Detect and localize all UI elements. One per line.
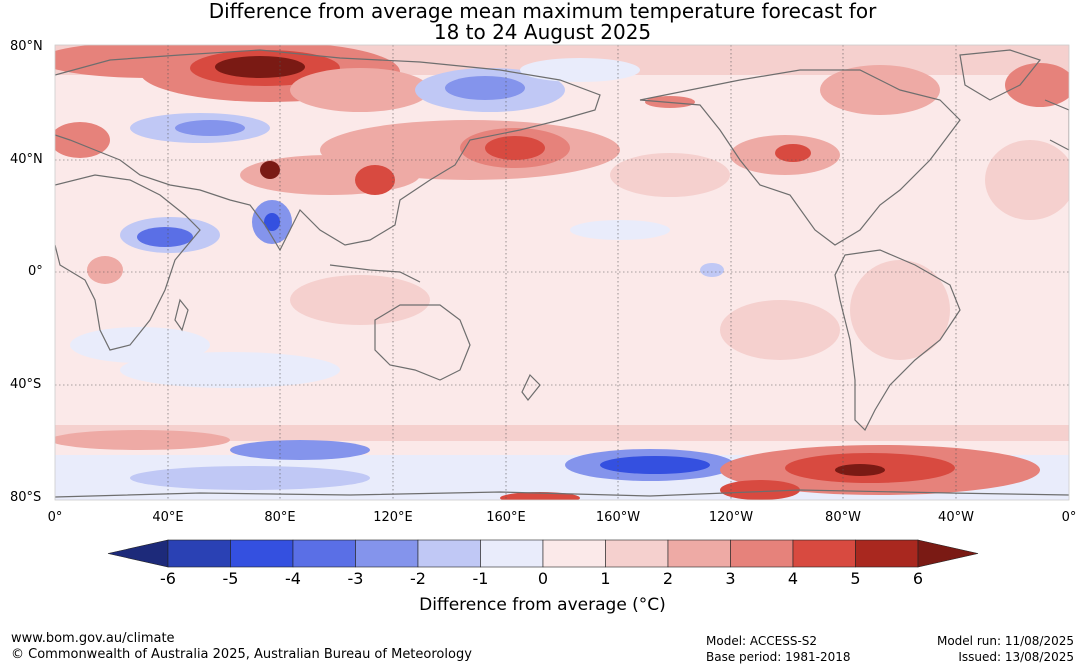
- lon-label: 0°: [1061, 510, 1077, 525]
- lon-label: 80°E: [264, 510, 296, 525]
- anomaly-region: [290, 68, 430, 112]
- anomaly-region: [120, 352, 340, 388]
- coastlines: [55, 49, 1069, 498]
- colour-bar-cell: [292, 539, 356, 568]
- map-title-line-1: Difference from average mean maximum tem…: [208, 0, 877, 23]
- anomaly-region: [355, 165, 395, 195]
- anomaly-region: [290, 275, 430, 325]
- anomaly-region: [55, 122, 110, 158]
- lon-label: 160°W: [595, 510, 641, 525]
- colour-bar-tick: -4: [285, 569, 301, 588]
- colour-bar-tick: -1: [472, 569, 489, 588]
- colour-bar-tick: -6: [160, 569, 176, 588]
- model-run-date: Model run: 11/08/2025: [936, 634, 1074, 648]
- anomaly-region: [55, 425, 1069, 441]
- colour-bar-cell: [730, 539, 794, 568]
- lat-label: 80°N: [10, 39, 43, 54]
- issued-date: Issued: 13/08/2025: [958, 650, 1074, 664]
- anomaly-region: [610, 153, 730, 197]
- lon-label: 120°W: [708, 510, 754, 525]
- anomaly-region: [445, 76, 525, 100]
- lat-label: 80°S: [10, 490, 42, 505]
- anomaly-region: [87, 256, 123, 284]
- anomaly-region: [260, 161, 280, 179]
- anomaly-region: [835, 464, 885, 476]
- colour-bar-cell: [167, 539, 231, 568]
- lon-label: 40°E: [152, 510, 184, 525]
- graticule: [55, 45, 1069, 500]
- anomaly-region: [700, 263, 724, 277]
- model-name: Model: ACCESS-S2: [706, 634, 818, 648]
- colour-bar-tick: -3: [347, 569, 364, 588]
- colour-bar-label: Difference from average (°C): [419, 595, 666, 615]
- colour-bar-extend-high: [917, 539, 979, 568]
- anomaly-region: [70, 327, 210, 363]
- colour-bar-tick: 1: [600, 569, 611, 588]
- map-title-line-2: 18 to 24 August 2025: [433, 20, 652, 44]
- anomaly-region: [570, 220, 670, 240]
- colour-bar-cell: [792, 539, 856, 568]
- footer-dates: Model run: 11/08/2025 Issued: 13/08/2025: [937, 633, 1074, 665]
- anomaly-region: [820, 65, 940, 115]
- copyright-text: © Commonwealth of Australia 2025, Austra…: [11, 647, 472, 662]
- colour-bar-tick: 0: [537, 569, 549, 588]
- footer-credits: www.bom.gov.au/climate © Commonwealth of…: [11, 631, 472, 663]
- lon-label: 120°E: [373, 510, 413, 525]
- anomaly-region: [720, 300, 840, 360]
- colour-bar-tick: 5: [850, 569, 861, 588]
- colour-bar-tick: -5: [222, 569, 239, 588]
- footer-model-info: Model: ACCESS-S2 Base period: 1981-2018: [706, 633, 851, 665]
- lat-label: 40°S: [10, 377, 42, 392]
- anomaly-region: [1005, 63, 1069, 107]
- colour-bar-extend-low: [107, 539, 169, 568]
- anomaly-region: [175, 120, 245, 136]
- anomaly-region: [55, 430, 230, 450]
- colour-bar-cell: [667, 539, 731, 568]
- lon-label: 160°E: [486, 510, 526, 525]
- map-frame: [54, 44, 1070, 501]
- colour-bar-cell: [542, 539, 606, 568]
- anomaly-region: [520, 58, 640, 82]
- colour-bar-cell: [230, 539, 294, 568]
- anomaly-region: [485, 136, 545, 160]
- anomaly-region: [850, 260, 950, 360]
- lon-label: 80°W: [825, 510, 861, 525]
- anomaly-region: [137, 227, 193, 247]
- base-period: Base period: 1981-2018: [706, 650, 851, 664]
- lon-label: 0°: [47, 510, 63, 525]
- anomaly-region: [720, 480, 800, 500]
- colour-bar-tick: 3: [725, 569, 736, 588]
- anomaly-region: [130, 466, 370, 490]
- anomaly-region: [264, 213, 280, 231]
- colour-bar-tick: 6: [912, 569, 924, 588]
- colour-bar-cell: [605, 539, 669, 568]
- colour-bar-tick: -2: [410, 569, 426, 588]
- lat-label: 40°N: [10, 152, 43, 167]
- colour-bar-cell: [417, 539, 481, 568]
- colour-bar-cell: [355, 539, 419, 568]
- anomaly-region: [775, 144, 811, 162]
- lon-label: 40°W: [938, 510, 974, 525]
- colour-bar-cell: [480, 539, 544, 568]
- colour-bar-cell: [855, 539, 919, 568]
- website-link[interactable]: www.bom.gov.au/climate: [11, 631, 175, 646]
- anomaly-region: [230, 440, 370, 460]
- anomaly-region: [215, 56, 305, 78]
- anomaly-region: [600, 456, 710, 474]
- lat-label: 0°: [28, 264, 43, 279]
- colour-bar-tick: 4: [787, 569, 799, 588]
- colour-bar-tick: 2: [662, 569, 674, 588]
